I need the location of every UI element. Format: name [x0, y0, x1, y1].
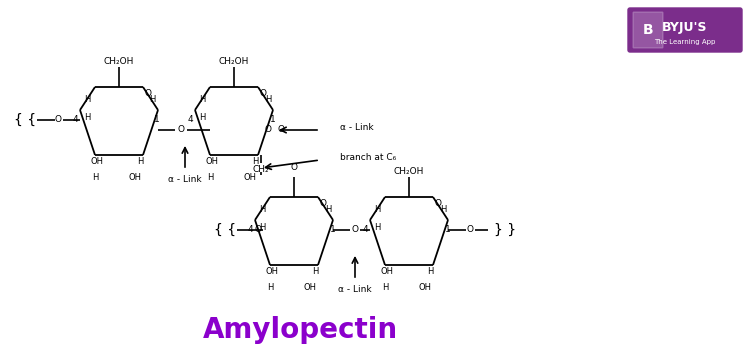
Text: α - Link: α - Link	[340, 124, 374, 133]
Text: 4: 4	[248, 225, 253, 234]
Text: CH₂OH: CH₂OH	[219, 57, 249, 66]
Text: H: H	[148, 96, 155, 105]
Text: branch at C₆: branch at C₆	[340, 154, 396, 162]
Text: OH: OH	[380, 267, 394, 276]
Text: BYJU'S: BYJU'S	[662, 21, 708, 35]
Text: OH: OH	[206, 158, 218, 167]
Text: H: H	[84, 96, 90, 105]
Text: O: O	[320, 198, 326, 208]
Text: H: H	[199, 96, 206, 105]
Text: H: H	[382, 282, 388, 292]
FancyBboxPatch shape	[633, 12, 663, 48]
Text: 1: 1	[446, 225, 451, 234]
Text: H: H	[325, 205, 332, 215]
Text: H: H	[84, 113, 90, 122]
Text: H: H	[267, 282, 273, 292]
Text: O: O	[265, 126, 272, 134]
Text: O: O	[434, 198, 442, 208]
Text: OH: OH	[304, 282, 316, 292]
Text: OH: OH	[91, 158, 104, 167]
FancyBboxPatch shape	[628, 8, 742, 52]
Text: O: O	[178, 126, 184, 134]
Text: H: H	[207, 173, 213, 182]
Text: H: H	[259, 224, 266, 232]
Text: H: H	[259, 205, 266, 215]
Text: H: H	[374, 224, 380, 232]
Text: α - Link: α - Link	[168, 175, 202, 184]
Text: CH₂OH: CH₂OH	[104, 57, 134, 66]
Text: Amylopectin: Amylopectin	[202, 316, 398, 344]
Text: O: O	[254, 225, 262, 234]
Text: H: H	[440, 205, 446, 215]
Text: H: H	[136, 158, 143, 167]
Text: 1: 1	[154, 116, 160, 125]
Text: H: H	[265, 96, 272, 105]
Text: H: H	[252, 158, 258, 167]
Text: H: H	[199, 113, 206, 122]
Text: OH: OH	[419, 282, 431, 292]
Text: O: O	[278, 126, 284, 134]
Text: CH₂: CH₂	[253, 166, 269, 175]
Text: O: O	[290, 162, 298, 172]
Text: O: O	[466, 225, 473, 234]
Text: O: O	[352, 225, 358, 234]
Text: { {: { {	[14, 113, 36, 127]
Text: H: H	[312, 267, 318, 276]
Text: H: H	[427, 267, 433, 276]
Text: 1: 1	[330, 225, 336, 234]
Text: α - Link: α - Link	[338, 286, 372, 294]
Text: { {: { {	[214, 223, 236, 237]
Text: 4: 4	[188, 116, 193, 125]
Text: 4: 4	[362, 225, 368, 234]
Text: 4: 4	[72, 116, 78, 125]
Text: H: H	[92, 173, 98, 182]
Text: 1: 1	[270, 116, 276, 125]
Text: OH: OH	[266, 267, 278, 276]
Text: H: H	[374, 205, 380, 215]
Text: OH: OH	[244, 173, 256, 182]
Text: CH₂OH: CH₂OH	[394, 168, 424, 176]
Text: O: O	[260, 89, 266, 98]
Text: B: B	[643, 23, 653, 37]
Text: The Learning App: The Learning App	[654, 39, 716, 45]
Text: O: O	[55, 116, 62, 125]
Text: OH: OH	[128, 173, 142, 182]
Text: } }: } }	[494, 223, 516, 237]
Text: O: O	[145, 89, 152, 98]
